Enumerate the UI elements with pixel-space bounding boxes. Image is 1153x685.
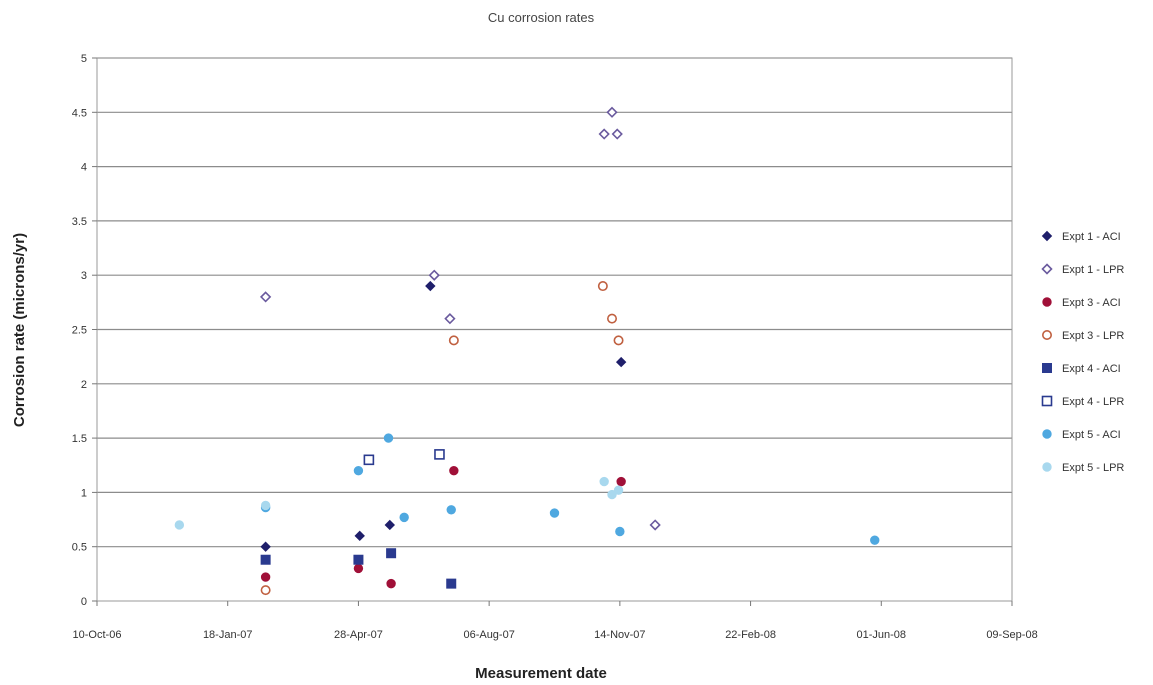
legend-marker bbox=[1042, 329, 1053, 340]
data-point bbox=[259, 291, 272, 303]
series-7 bbox=[260, 433, 880, 545]
data-points bbox=[174, 106, 880, 596]
data-point bbox=[649, 519, 661, 531]
series-1 bbox=[260, 280, 627, 552]
y-tick-label: 5 bbox=[81, 53, 87, 65]
data-point bbox=[399, 512, 409, 523]
x-tick-label: 28-Apr-07 bbox=[334, 629, 383, 641]
legend-label: Expt 4 - ACI bbox=[1062, 363, 1121, 375]
legend-item: Expt 5 - ACI bbox=[1042, 429, 1121, 441]
legend-marker bbox=[1041, 395, 1053, 407]
data-point bbox=[607, 489, 617, 500]
data-point bbox=[174, 520, 185, 530]
series-4 bbox=[260, 281, 624, 596]
y-tick-label: 4.5 bbox=[72, 107, 87, 119]
data-point bbox=[260, 585, 271, 596]
data-point bbox=[615, 356, 627, 368]
data-point bbox=[363, 454, 375, 466]
legend-item: Expt 1 - ACI bbox=[1041, 230, 1121, 243]
y-tick-label: 2.5 bbox=[72, 325, 87, 337]
y-axis-title: Corrosion rate (microns/yr) bbox=[11, 233, 28, 427]
y-tick-label: 4 bbox=[81, 162, 87, 174]
legend-label: Expt 4 - LPR bbox=[1062, 396, 1124, 408]
data-point bbox=[448, 335, 459, 346]
data-point bbox=[434, 449, 445, 460]
data-point bbox=[598, 128, 610, 140]
legend-marker bbox=[1041, 230, 1053, 242]
legend-label: Expt 5 - LPR bbox=[1062, 462, 1124, 474]
data-point bbox=[613, 335, 624, 346]
data-point bbox=[616, 476, 626, 487]
legend-marker bbox=[1042, 297, 1052, 307]
y-tick-label: 2 bbox=[81, 379, 87, 391]
x-tick-label: 09-Sep-08 bbox=[986, 629, 1037, 641]
legend-item: Expt 5 - LPR bbox=[1042, 462, 1124, 474]
x-tick-label: 01-Jun-08 bbox=[857, 629, 907, 641]
data-point bbox=[353, 554, 364, 565]
axes: 0 0.5 1 1.5 2 2.5 3 3.5 4 4.5 5 10-Oct-06 18-Jan-07 2… bbox=[72, 53, 1038, 641]
legend-label: Expt 1 - LPR bbox=[1062, 264, 1124, 276]
data-point bbox=[870, 535, 880, 545]
y-tick-label: 3 bbox=[81, 270, 87, 282]
series-8 bbox=[174, 476, 624, 530]
legend-marker bbox=[1042, 462, 1052, 472]
y-tick-label: 1 bbox=[81, 487, 87, 499]
data-point bbox=[383, 433, 394, 443]
data-point bbox=[353, 563, 364, 574]
data-point bbox=[446, 578, 457, 589]
data-point bbox=[613, 485, 624, 495]
legend-item: Expt 4 - ACI bbox=[1042, 363, 1121, 375]
data-point bbox=[384, 519, 396, 531]
data-point bbox=[615, 526, 625, 537]
legend: Expt 1 - ACI Expt 1 - LPR Expt 3 - ACI Expt… bbox=[1041, 230, 1124, 474]
legend-marker bbox=[1042, 363, 1052, 373]
data-point bbox=[353, 465, 364, 476]
gridlines bbox=[97, 57, 1012, 548]
data-point bbox=[446, 505, 456, 515]
x-axis-title: Measurement date bbox=[475, 665, 607, 682]
data-point bbox=[354, 530, 365, 542]
data-point bbox=[260, 554, 271, 565]
x-tick-label: 14-Nov-07 bbox=[594, 629, 645, 641]
y-tick-label: 1.5 bbox=[72, 433, 87, 445]
data-point bbox=[606, 106, 618, 118]
data-point bbox=[549, 508, 560, 518]
data-point bbox=[597, 281, 608, 292]
data-point bbox=[260, 572, 271, 582]
data-point bbox=[260, 541, 271, 552]
series-3 bbox=[260, 465, 626, 589]
legend-item: Expt 4 - LPR bbox=[1041, 395, 1124, 408]
data-point bbox=[607, 313, 618, 324]
series-6 bbox=[363, 449, 445, 466]
series-5 bbox=[260, 548, 457, 589]
data-point bbox=[386, 578, 396, 589]
data-point bbox=[428, 269, 440, 281]
legend-item: Expt 3 - ACI bbox=[1042, 297, 1121, 309]
y-tick-label: 3.5 bbox=[72, 216, 87, 228]
legend-label: Expt 1 - ACI bbox=[1062, 231, 1121, 243]
data-point bbox=[260, 500, 271, 511]
data-point bbox=[599, 476, 609, 487]
x-tick-label: 06-Aug-07 bbox=[463, 629, 514, 641]
x-tick-label: 10-Oct-06 bbox=[73, 629, 122, 641]
legend-label: Expt 5 - ACI bbox=[1062, 429, 1121, 441]
data-point bbox=[425, 280, 436, 292]
data-point bbox=[449, 465, 459, 476]
legend-marker bbox=[1041, 263, 1053, 275]
data-point bbox=[611, 128, 623, 140]
x-tick-label: 18-Jan-07 bbox=[203, 629, 253, 641]
data-point bbox=[386, 548, 397, 559]
legend-item: Expt 1 - LPR bbox=[1041, 263, 1124, 276]
legend-label: Expt 3 - LPR bbox=[1062, 330, 1124, 342]
chart-title: Cu corrosion rates bbox=[488, 10, 595, 25]
series-2 bbox=[259, 106, 661, 531]
data-point bbox=[444, 313, 456, 325]
y-tick-label: 0 bbox=[81, 596, 87, 608]
legend-marker bbox=[1042, 429, 1052, 439]
y-tick-label: 0.5 bbox=[72, 542, 87, 554]
x-tick-label: 22-Feb-08 bbox=[725, 629, 776, 641]
legend-label: Expt 3 - ACI bbox=[1062, 297, 1121, 309]
legend-item: Expt 3 - LPR bbox=[1042, 329, 1124, 342]
